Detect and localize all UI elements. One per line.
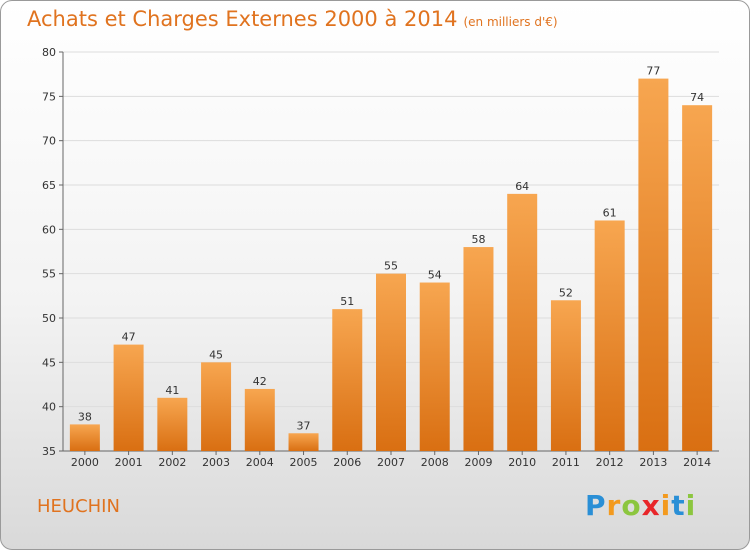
x-tick-label: 2002 xyxy=(158,456,186,469)
x-tick-label: 2006 xyxy=(333,456,361,469)
bar xyxy=(288,433,319,451)
x-tick-label: 2008 xyxy=(421,456,449,469)
bar xyxy=(682,105,713,451)
logo-letter: o xyxy=(621,489,642,522)
data-label: 74 xyxy=(690,91,704,104)
y-tick-label: 55 xyxy=(42,268,56,281)
chart-title: Achats et Charges Externes 2000 à 2014 (e… xyxy=(27,7,558,31)
bar xyxy=(419,282,450,451)
chart-title-text: Achats et Charges Externes 2000 à 2014 xyxy=(27,7,458,31)
x-tick-label: 2000 xyxy=(71,456,99,469)
logo-letter: t xyxy=(671,489,686,522)
chart-unit: (en milliers d'€) xyxy=(463,15,558,29)
logo-letter: i xyxy=(685,489,697,522)
bar xyxy=(594,220,625,451)
data-label: 54 xyxy=(428,269,442,282)
y-tick-label: 60 xyxy=(42,223,56,236)
data-label: 64 xyxy=(515,180,529,193)
bar xyxy=(201,362,232,451)
data-label: 37 xyxy=(297,419,311,432)
bar xyxy=(69,424,100,451)
data-label: 45 xyxy=(209,348,223,361)
x-tick-label: 2007 xyxy=(377,456,405,469)
data-label: 77 xyxy=(646,65,660,78)
x-tick-label: 2009 xyxy=(464,456,492,469)
logo-letter: x xyxy=(641,489,661,522)
bar xyxy=(376,273,406,451)
bar xyxy=(113,344,144,451)
x-tick-label: 2003 xyxy=(202,456,230,469)
logo-letter: P xyxy=(585,489,607,522)
logo-letter: i xyxy=(660,489,672,522)
proxiti-logo: Proxiti xyxy=(585,489,696,522)
data-label: 51 xyxy=(340,295,354,308)
x-tick-label: 2004 xyxy=(246,456,274,469)
x-tick-label: 2010 xyxy=(508,456,536,469)
y-tick-label: 70 xyxy=(42,135,56,148)
labels: 38 2000 47 2001 41 2002 45 2003 42 2004 37 2005 51 20… xyxy=(71,65,711,469)
place-name: HEUCHIN xyxy=(37,496,120,517)
data-label: 47 xyxy=(122,331,136,344)
x-tick-label: 2001 xyxy=(115,456,143,469)
x-tick-label: 2005 xyxy=(290,456,318,469)
bars xyxy=(69,78,713,451)
bar xyxy=(550,300,581,451)
bar xyxy=(332,309,363,451)
bar xyxy=(638,78,669,451)
y-tick-label: 50 xyxy=(42,312,56,325)
logo-letter: r xyxy=(606,489,622,522)
data-label: 58 xyxy=(471,233,485,246)
y-tick-label: 45 xyxy=(42,356,56,369)
bar xyxy=(507,193,538,451)
x-tick-label: 2011 xyxy=(552,456,580,469)
data-label: 61 xyxy=(603,206,617,219)
y-tick-label: 75 xyxy=(42,90,56,103)
data-label: 38 xyxy=(78,410,92,423)
y-tick-label: 65 xyxy=(42,179,56,192)
bar xyxy=(463,247,494,451)
data-label: 42 xyxy=(253,375,267,388)
data-label: 55 xyxy=(384,260,398,273)
x-tick-label: 2014 xyxy=(683,456,711,469)
bar xyxy=(244,388,275,451)
data-label: 41 xyxy=(165,384,179,397)
y-tick-label: 35 xyxy=(42,445,56,458)
x-tick-label: 2012 xyxy=(596,456,624,469)
x-tick-label: 2013 xyxy=(639,456,667,469)
y-tick-label: 40 xyxy=(42,401,56,414)
bar xyxy=(157,397,188,451)
data-label: 52 xyxy=(559,286,573,299)
y-tick-label: 80 xyxy=(42,46,56,59)
